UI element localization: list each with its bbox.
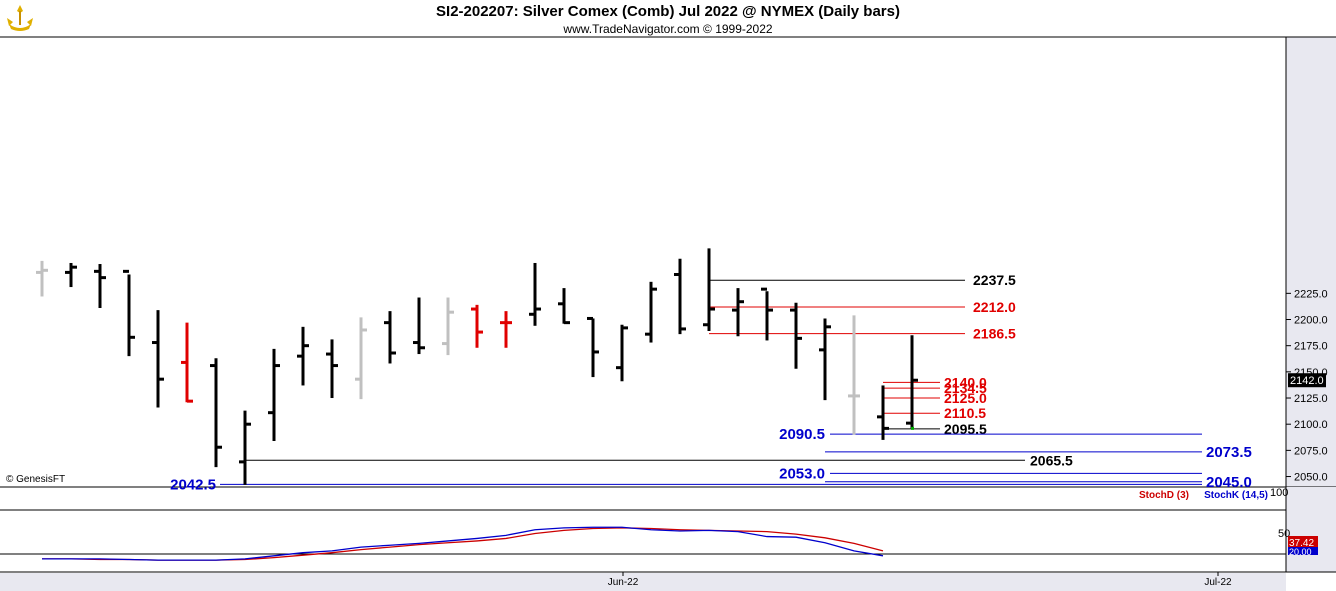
level-label: 2065.5	[1030, 452, 1073, 468]
level-label: 2042.5	[170, 476, 216, 493]
level-label: 2140.0	[944, 374, 987, 390]
y-tick-label: 2225.0	[1294, 288, 1328, 300]
ohlc-bar	[877, 385, 889, 440]
ohlc-bar	[587, 316, 599, 378]
ohlc-bar	[123, 269, 135, 357]
ohlc-bar	[703, 248, 715, 332]
level-label: 2134.5	[944, 380, 987, 396]
level-label: 2125.0	[944, 390, 987, 406]
ohlc-bar	[558, 288, 570, 325]
stochd-readout: 37.42	[1289, 538, 1314, 549]
stochk-legend: StochK (14,5)	[1204, 490, 1268, 501]
ohlc-bar	[152, 310, 164, 408]
price-axis-panel	[1286, 37, 1336, 487]
level-label: 2237.5	[973, 272, 1016, 288]
ohlc-bar	[616, 324, 628, 382]
time-axis-panel	[0, 573, 1286, 591]
stoch-axis-panel	[1286, 487, 1336, 572]
level-label: 2053.0	[779, 465, 825, 482]
x-tick-label: Jun-22	[608, 577, 639, 588]
ohlc-bar	[326, 339, 338, 399]
ohlc-bar	[906, 335, 918, 429]
last-price-label: 2142.0	[1290, 375, 1324, 387]
stochk-readout-box	[1288, 547, 1318, 555]
chart-title: SI2-202207: Silver Comex (Comb) Jul 2022…	[436, 3, 900, 20]
stoch-tick-100: 100	[1270, 487, 1288, 499]
y-tick-label: 2175.0	[1294, 341, 1328, 353]
ohlc-bar	[36, 260, 48, 297]
ohlc-bar	[674, 258, 686, 335]
y-tick-label: 2100.0	[1294, 419, 1328, 431]
ohlc-bar	[790, 302, 802, 369]
y-tick-label: 2075.0	[1294, 445, 1328, 457]
level-label: 2073.5	[1206, 444, 1252, 461]
ohlc-bar	[413, 297, 425, 355]
ohlc-bar	[297, 326, 309, 386]
trade-navigator-logo	[3, 2, 37, 34]
stochk-line	[42, 526, 884, 561]
ohlc-bar	[181, 322, 193, 403]
x-tick-label: Jul-22	[1204, 577, 1232, 588]
stochk-readout: 20.00	[1289, 547, 1312, 557]
ohlc-bar	[732, 288, 744, 337]
y-tick-label: 2050.0	[1294, 472, 1328, 484]
ohlc-bar	[442, 297, 454, 356]
ohlc-bar	[239, 410, 251, 485]
stochd-readout-box	[1288, 536, 1318, 548]
ohlc-bar	[355, 317, 367, 400]
stochd-legend: StochD (3)	[1139, 490, 1189, 501]
ohlc-bar	[65, 262, 77, 288]
ohlc-bar	[500, 311, 512, 348]
stoch-tick-50: 50	[1278, 528, 1290, 540]
stochd-line	[42, 527, 884, 561]
ohlc-bar	[268, 348, 280, 441]
y-tick-label: 2200.0	[1294, 315, 1328, 327]
ohlc-bar	[94, 264, 106, 308]
ohlc-bar	[761, 287, 773, 341]
ohlc-bar	[819, 318, 831, 401]
level-label: 2095.5	[944, 421, 987, 437]
ohlc-bar	[471, 304, 483, 348]
chart-subtitle: www.TradeNavigator.com © 1999-2022	[563, 22, 773, 36]
ohlc-bar	[529, 262, 541, 326]
ohlc-bar	[848, 315, 860, 435]
ohlc-bar	[645, 281, 657, 343]
level-label: 2045.0	[1206, 474, 1252, 491]
level-label: 2090.5	[779, 426, 825, 443]
level-label: 2212.0	[973, 299, 1016, 315]
level-label: 2110.5	[944, 405, 986, 421]
last-price-box	[1288, 373, 1326, 388]
copyright-label: © GenesisFT	[6, 474, 66, 485]
ohlc-bar	[384, 311, 396, 364]
ohlc-bar	[210, 358, 222, 468]
level-label: 2186.5	[973, 326, 1016, 342]
y-tick-label: 2125.0	[1294, 393, 1328, 405]
